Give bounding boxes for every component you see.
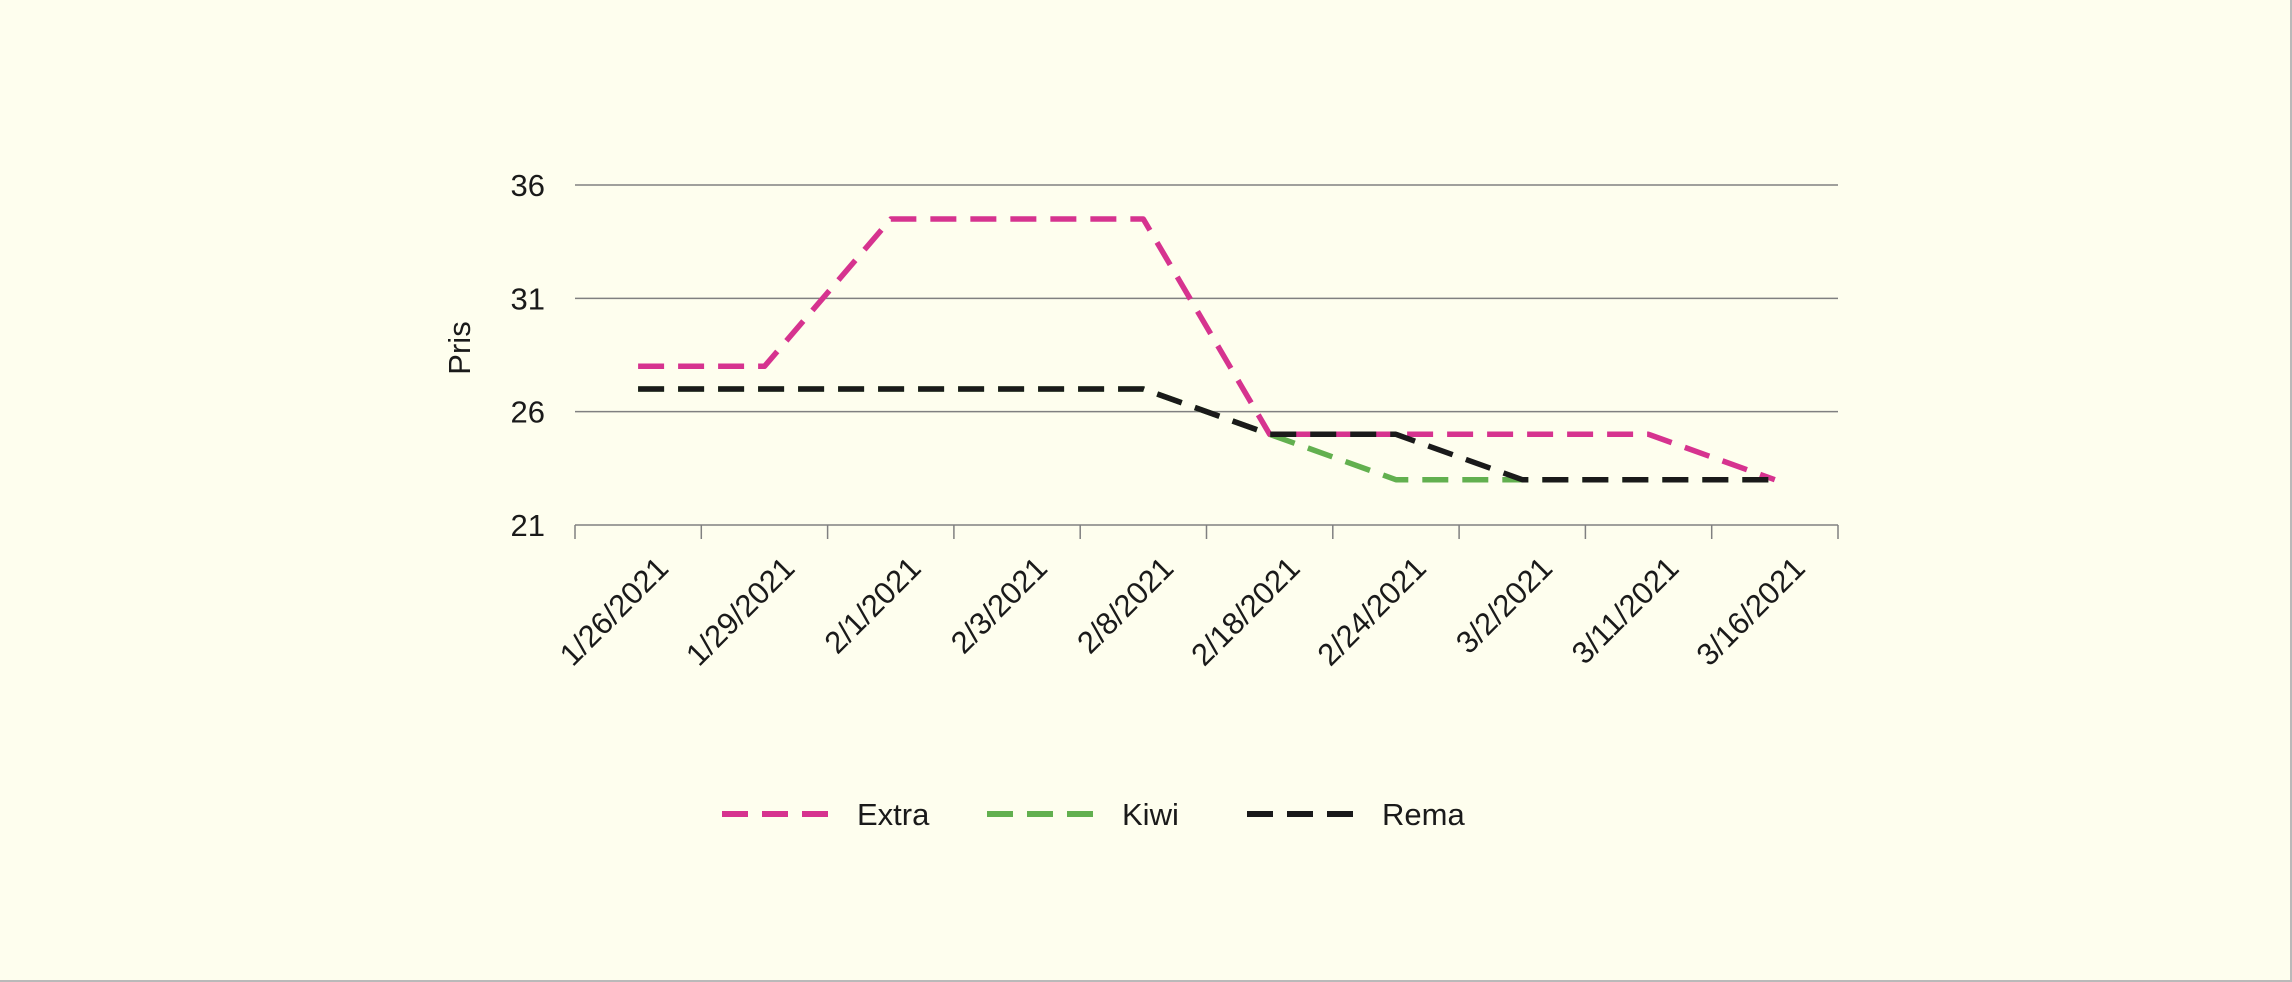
x-tick-label: 2/3/2021 bbox=[944, 550, 1054, 660]
legend-label: Extra bbox=[857, 797, 930, 832]
gridlines bbox=[575, 184, 1838, 413]
series-lines bbox=[638, 216, 1776, 483]
x-tick-label: 1/26/2021 bbox=[553, 550, 675, 672]
x-tick-label: 1/29/2021 bbox=[679, 550, 801, 672]
x-tick-label: 3/2/2021 bbox=[1449, 550, 1559, 660]
x-tick-label: 2/24/2021 bbox=[1311, 550, 1433, 672]
legend-item-extra: Extra bbox=[722, 797, 930, 832]
y-tick-labels: 21 26 31 36 bbox=[511, 168, 545, 543]
y-tick-label: 21 bbox=[511, 508, 545, 543]
y-tick-label: 26 bbox=[511, 395, 545, 430]
x-tick-labels: 1/26/2021 1/29/2021 2/1/2021 2/3/2021 2/8/20… bbox=[553, 550, 1812, 672]
legend-item-rema: Rema bbox=[1247, 797, 1465, 832]
legend-label: Rema bbox=[1382, 797, 1465, 832]
legend-label: Kiwi bbox=[1122, 797, 1179, 832]
x-tick-label: 2/1/2021 bbox=[818, 550, 928, 660]
series-line-rema bbox=[638, 386, 1775, 483]
y-tick-label: 36 bbox=[511, 168, 545, 203]
y-axis-title: Pris bbox=[442, 321, 477, 374]
axes bbox=[574, 524, 1839, 539]
legend-item-kiwi: Kiwi bbox=[987, 797, 1179, 832]
x-tick-label: 3/11/2021 bbox=[1565, 550, 1686, 671]
x-tick-label: 2/18/2021 bbox=[1184, 550, 1306, 672]
series-line-kiwi bbox=[638, 386, 1775, 483]
x-tick-label: 3/16/2021 bbox=[1690, 550, 1812, 672]
y-tick-label: 31 bbox=[511, 281, 545, 316]
legend: Extra Kiwi Rema bbox=[722, 797, 1465, 832]
x-tick-label: 2/8/2021 bbox=[1070, 550, 1180, 660]
series-line-extra bbox=[638, 216, 1776, 483]
